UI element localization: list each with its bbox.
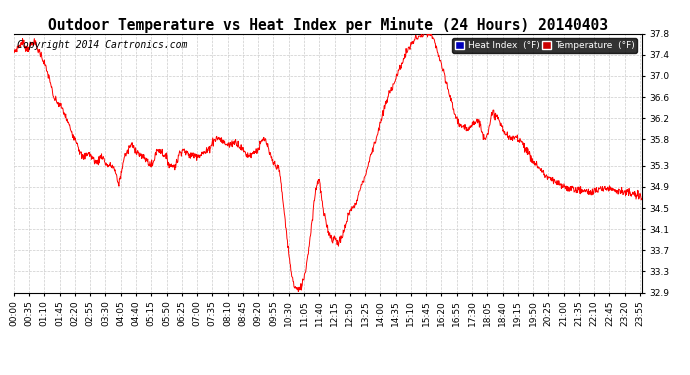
Text: Copyright 2014 Cartronics.com: Copyright 2014 Cartronics.com — [17, 40, 187, 50]
Legend: Heat Index  (°F), Temperature  (°F): Heat Index (°F), Temperature (°F) — [452, 38, 637, 53]
Title: Outdoor Temperature vs Heat Index per Minute (24 Hours) 20140403: Outdoor Temperature vs Heat Index per Mi… — [48, 16, 608, 33]
